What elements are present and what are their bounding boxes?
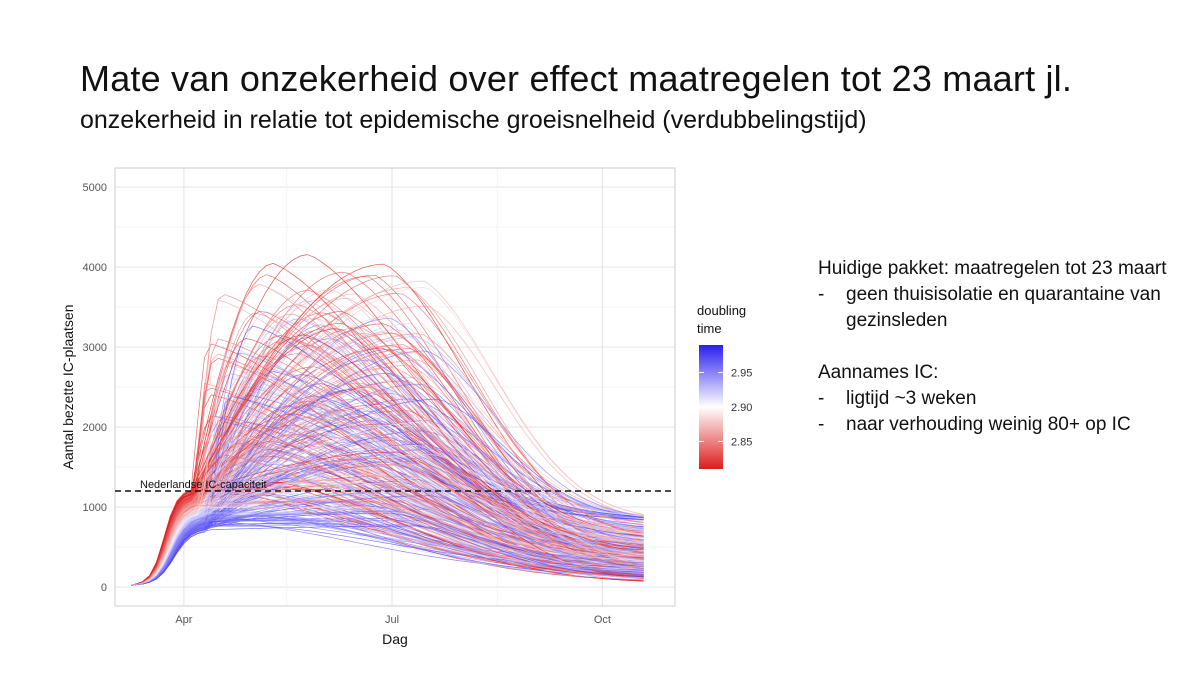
bullet-marker: - bbox=[818, 388, 825, 409]
y-tick-label: 5000 bbox=[83, 182, 107, 194]
simulation-line bbox=[131, 338, 644, 586]
x-tick-label: Oct bbox=[594, 614, 611, 626]
simulation-line bbox=[131, 348, 644, 586]
bullet-marker: - bbox=[818, 414, 825, 435]
simulation-line bbox=[131, 329, 644, 586]
notes-bullet-item: - geen thuisisolatie en quarantaine van … bbox=[818, 282, 1178, 334]
simulation-line bbox=[131, 452, 644, 586]
simulation-line bbox=[131, 512, 644, 586]
slide-title: Mate van onzekerheid over effect maatreg… bbox=[80, 58, 1073, 99]
simulation-line bbox=[131, 419, 644, 586]
notes-panel: Huidige pakket: maatregelen tot 23 maart… bbox=[818, 256, 1178, 438]
simulation-line bbox=[131, 515, 644, 586]
x-axis-ticks: Apr Jul Oct bbox=[175, 614, 611, 626]
legend-title-line2: time bbox=[697, 321, 722, 336]
simulation-line bbox=[131, 407, 644, 586]
legend-tick-label: 2.90 bbox=[731, 402, 752, 414]
notes-heading-measures: Huidige pakket: maatregelen tot 23 maart bbox=[818, 258, 1167, 279]
notes-bullet-text: naar verhouding weinig 80+ op IC bbox=[846, 414, 1131, 435]
simulation-line bbox=[131, 489, 644, 586]
x-axis-title: Dag bbox=[382, 631, 408, 647]
simulation-line bbox=[131, 455, 644, 586]
simulation-line bbox=[131, 382, 644, 586]
simulation-line bbox=[131, 398, 644, 586]
y-tick-label: 3000 bbox=[83, 342, 107, 354]
simulation-line bbox=[131, 500, 644, 586]
simulation-line bbox=[131, 451, 644, 586]
x-tick-label: Apr bbox=[175, 614, 192, 626]
simulation-line bbox=[131, 506, 644, 586]
y-tick-label: 4000 bbox=[83, 262, 107, 274]
legend-title-line1: doubling bbox=[697, 303, 746, 318]
bullet-marker: - bbox=[818, 284, 825, 305]
y-tick-label: 2000 bbox=[83, 422, 107, 434]
x-tick-label: Jul bbox=[385, 614, 399, 626]
simulation-line bbox=[131, 511, 644, 586]
legend: doubling time 2.95 2.90 2.85 bbox=[697, 303, 752, 469]
legend-tick-label: 2.85 bbox=[731, 436, 752, 448]
simulation-line bbox=[131, 404, 644, 586]
slide-subtitle: onzekerheid in relatie tot epidemische g… bbox=[80, 106, 867, 134]
notes-bullet-item: - naar verhouding weinig 80+ op IC bbox=[818, 412, 1178, 438]
simulation-line bbox=[131, 464, 644, 586]
ic-occupancy-chart: Nederlandse IC-capaciteit 0 1000 2000 3000 4… bbox=[60, 167, 752, 647]
simulation-line bbox=[131, 334, 644, 586]
legend-tick-label: 2.95 bbox=[731, 368, 752, 380]
y-tick-label: 1000 bbox=[83, 502, 107, 514]
y-tick-label: 0 bbox=[101, 582, 107, 594]
ic-capacity-label: Nederlandse IC-capaciteit bbox=[140, 479, 267, 491]
simulation-line bbox=[131, 450, 644, 586]
y-axis-ticks: 0 1000 2000 3000 4000 5000 bbox=[83, 182, 107, 594]
panel-border bbox=[114, 167, 676, 607]
simulation-line bbox=[131, 336, 644, 586]
simulation-lines bbox=[131, 254, 644, 586]
notes-heading-ic: Aannames IC: bbox=[818, 362, 939, 383]
simulation-line bbox=[131, 355, 644, 586]
simulation-line bbox=[131, 502, 644, 586]
simulation-line bbox=[131, 364, 644, 586]
simulation-line bbox=[131, 525, 644, 586]
simulation-line bbox=[131, 482, 644, 586]
y-axis-title: Aantal bezette IC-plaatsen bbox=[60, 305, 76, 470]
simulation-line bbox=[131, 503, 644, 586]
simulation-line bbox=[131, 501, 644, 586]
simulation-line bbox=[131, 310, 644, 586]
simulation-line bbox=[131, 525, 644, 586]
simulation-line bbox=[131, 371, 644, 586]
simulation-line bbox=[131, 414, 644, 586]
notes-bullet-item: - ligtijd ~3 weken bbox=[818, 386, 1178, 412]
simulation-line bbox=[131, 508, 644, 586]
notes-bullet-text: geen thuisisolatie en quarantaine van ge… bbox=[846, 284, 1161, 331]
simulation-line bbox=[131, 254, 644, 586]
simulation-line bbox=[131, 409, 644, 586]
notes-bullet-text: ligtijd ~3 weken bbox=[846, 388, 977, 409]
simulation-line bbox=[131, 346, 644, 586]
simulation-line bbox=[131, 316, 644, 586]
